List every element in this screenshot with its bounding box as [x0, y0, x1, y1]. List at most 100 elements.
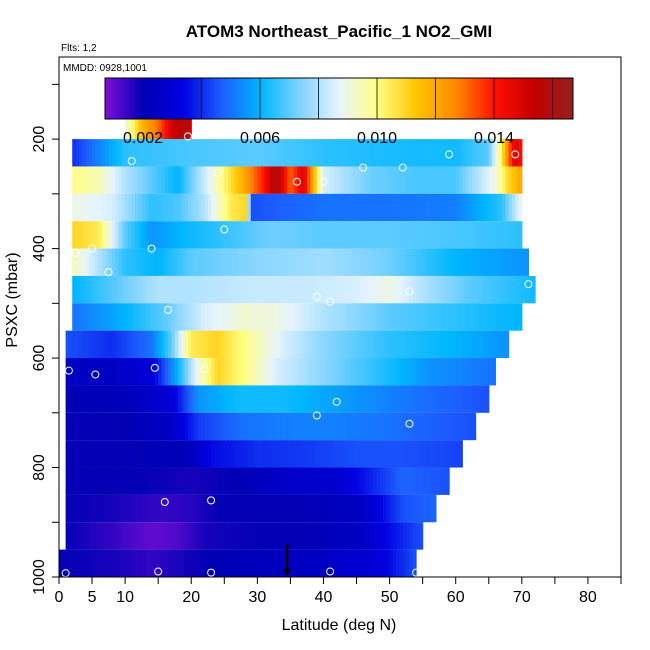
heatmap-cell: [492, 330, 496, 359]
heatmap-cell: [435, 166, 440, 194]
colorbar-segment: [135, 78, 139, 119]
heatmap-cell: [217, 139, 222, 167]
heatmap-cell: [333, 330, 338, 359]
heatmap-cell: [181, 166, 186, 194]
colorbar-segment: [280, 78, 284, 119]
heatmap-cell: [131, 111, 136, 140]
heatmap-cell: [333, 412, 338, 441]
heatmap-cell: [297, 385, 301, 413]
heatmap-cell: [287, 166, 292, 194]
heatmap-cell: [207, 303, 212, 331]
heatmap-cell: [326, 221, 331, 249]
heatmap-cell: [429, 330, 434, 359]
heatmap-cell: [320, 139, 325, 167]
heatmap-cell: [320, 330, 325, 359]
heatmap-cell: [373, 248, 377, 276]
colorbar-segment: [530, 78, 534, 119]
heatmap-cell: [247, 193, 252, 222]
heatmap-cell: [323, 221, 328, 249]
heatmap-cell: [178, 358, 182, 386]
heatmap-cell: [472, 330, 477, 359]
heatmap-cell: [201, 139, 206, 167]
heatmap-cell: [297, 139, 301, 167]
heatmap-cell: [72, 385, 77, 413]
heatmap-cell: [131, 139, 136, 167]
sample-point: [319, 177, 328, 186]
heatmap-cell: [191, 139, 196, 167]
heatmap-cell: [485, 221, 490, 249]
heatmap-cell: [267, 440, 272, 468]
heatmap-cell: [313, 440, 318, 468]
colorbar-segment: [105, 78, 108, 119]
heatmap-cell: [462, 193, 467, 222]
heatmap-cell: [108, 440, 113, 468]
heatmap-cell: [330, 139, 334, 167]
heatmap-cell: [101, 549, 106, 577]
colorbar-segment: [381, 78, 384, 119]
heatmap-cell: [237, 440, 242, 468]
heatmap-cell: [336, 467, 341, 495]
heatmap-cell: [164, 193, 169, 222]
colorbar-segment: [285, 78, 289, 119]
heatmap-cell: [187, 303, 192, 331]
heatmap-cell: [303, 248, 308, 276]
heatmap-cell: [363, 139, 368, 167]
heatmap-cell: [161, 303, 166, 331]
colorbar: 0.002 0.006 0.010 0.014: [104, 77, 574, 147]
colorbar-segment: [182, 78, 186, 119]
heatmap-cell: [230, 412, 235, 441]
heatmap-cell: [459, 139, 463, 167]
colorbar-segment: [245, 78, 249, 119]
heatmap-cell: [131, 248, 136, 276]
heatmap-cell: [343, 275, 348, 304]
heatmap-cell: [419, 303, 424, 331]
heatmap-cell: [425, 221, 430, 249]
heatmap-cell: [432, 248, 437, 276]
heatmap-cell: [396, 467, 401, 495]
colorbar-segment: [292, 78, 296, 119]
heatmap-cell: [449, 193, 453, 222]
heatmap-cell: [376, 330, 381, 359]
heatmap-cell: [277, 412, 282, 441]
heatmap-cell: [303, 139, 308, 167]
heatmap-cell: [257, 522, 262, 550]
heatmap-cell: [111, 522, 116, 550]
heatmap-cell: [260, 221, 265, 249]
heatmap-cell: [303, 166, 308, 194]
heatmap-cell: [111, 193, 116, 222]
heatmap-cell: [366, 248, 371, 276]
heatmap-cell: [75, 275, 80, 304]
heatmap-cell: [115, 549, 120, 577]
heatmap-cell: [181, 275, 186, 304]
heatmap-cell: [280, 494, 285, 523]
heatmap-cell: [396, 412, 401, 441]
heatmap-cell: [144, 330, 149, 359]
heatmap-cell: [359, 275, 364, 304]
sample-point: [405, 287, 414, 296]
heatmap-cell: [356, 248, 361, 276]
heatmap-cell: [98, 166, 103, 194]
heatmap-cell: [425, 330, 430, 359]
heatmap-cell: [260, 139, 265, 167]
heatmap-cell: [263, 275, 268, 304]
colorbar-segment: [121, 78, 125, 119]
heatmap-cell: [293, 193, 298, 222]
heatmap-cell: [105, 467, 110, 495]
heatmap-cell: [320, 494, 325, 523]
heatmap-cell: [181, 248, 186, 276]
colorbar-segment: [289, 78, 293, 119]
heatmap-cell: [207, 440, 212, 468]
colorbar-segment: [324, 78, 328, 119]
heatmap-cell: [406, 303, 411, 331]
colorbar-segment: [189, 78, 193, 119]
heatmap-cell: [429, 412, 434, 441]
heatmap-cell: [382, 522, 387, 550]
heatmap-cell: [422, 494, 427, 523]
heatmap-cell: [462, 303, 467, 331]
heatmap-cell: [197, 330, 202, 359]
heatmap-cell: [68, 412, 73, 441]
heatmap-cell: [273, 193, 278, 222]
heatmap-cell: [88, 275, 93, 304]
heatmap-cell: [280, 522, 285, 550]
heatmap-cell: [356, 193, 361, 222]
